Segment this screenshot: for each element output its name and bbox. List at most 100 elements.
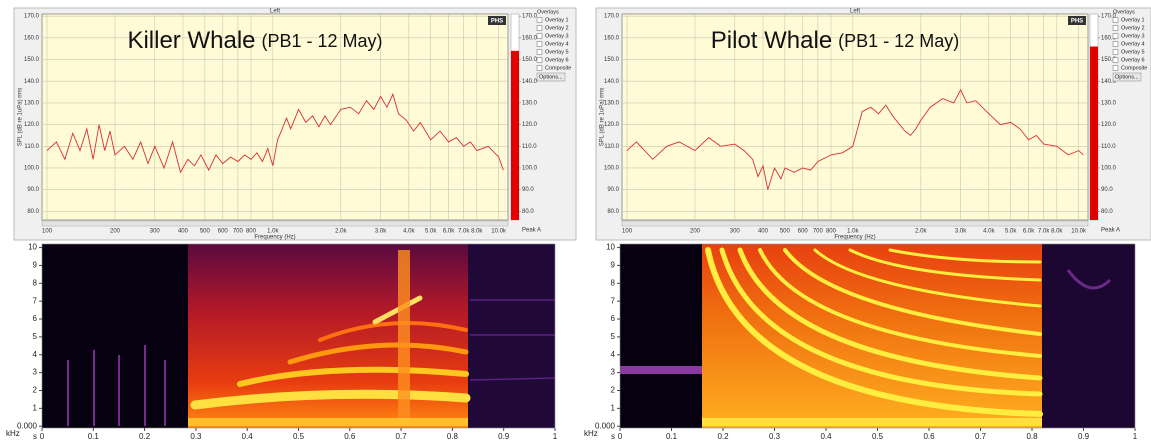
title-sub: (PB1 - 12 May) xyxy=(838,31,959,51)
y-tick-label: 10 xyxy=(606,243,615,252)
options-button[interactable] xyxy=(1112,72,1142,82)
legend-item: Overlay 5 xyxy=(545,49,569,55)
sg-floor xyxy=(702,418,1042,426)
y2-tick-label: 170.0 xyxy=(522,14,538,20)
x-tick-label: 0.8 xyxy=(1026,432,1038,441)
legend-checkbox[interactable] xyxy=(1112,17,1119,23)
y-tick-label: 6 xyxy=(33,314,38,323)
legend-checkbox[interactable] xyxy=(536,41,543,47)
x-tick-label: 1 xyxy=(553,432,558,441)
x-tick-label: 0.3 xyxy=(190,432,202,441)
y2-tick-label: 130.0 xyxy=(1101,100,1117,106)
x-axis-label: Frequency (Hz) xyxy=(834,235,875,241)
x-tick-label: 200 xyxy=(110,229,121,235)
legend-checkbox[interactable] xyxy=(536,25,543,31)
x-tick-label: 5.0k xyxy=(425,229,437,235)
sg-tail xyxy=(1066,269,1112,290)
x-tick-label: 400 xyxy=(178,229,189,235)
legend-checkbox[interactable] xyxy=(536,65,543,71)
y-tick-label: 8 xyxy=(611,278,616,287)
badge-box xyxy=(1068,16,1086,25)
y-tick-label: 0.000 xyxy=(595,421,616,430)
title-main: Pilot Whale xyxy=(711,27,832,54)
chart-title: Killer Whale (PB1 - 12 May) xyxy=(127,27,382,54)
x-tick-label: 0 xyxy=(40,432,45,441)
y-tick-label: 4 xyxy=(611,350,616,359)
legend-item: Overlay 2 xyxy=(545,25,569,31)
x-tick-label: 500 xyxy=(780,229,791,235)
y-tick-label: 10 xyxy=(28,243,37,252)
x-tick-label: 0.4 xyxy=(242,432,254,441)
legend-title: Overlays xyxy=(537,9,559,15)
badge: PHS xyxy=(1071,19,1083,25)
x-tick-label: 4.0k xyxy=(983,229,995,235)
x-tick-label: 0.6 xyxy=(344,432,356,441)
legend-item: Overlay 5 xyxy=(1121,49,1145,55)
sg-harmonics xyxy=(705,247,1043,417)
y2-tick-label: 100.0 xyxy=(1101,166,1117,172)
y-tick-label: 1 xyxy=(33,403,38,412)
x-tick-label: 8.0k xyxy=(1051,229,1063,235)
legend-checkbox[interactable] xyxy=(1112,41,1119,47)
legend-checkbox[interactable] xyxy=(1112,57,1119,63)
y2-tick-label: 140.0 xyxy=(522,79,538,85)
y-tick-label: 160.0 xyxy=(604,35,620,41)
sg-tail xyxy=(469,299,556,381)
legend-item: Overlay 3 xyxy=(1121,33,1145,39)
x-tick-label: 200 xyxy=(690,229,701,235)
y-tick-label: 9 xyxy=(33,261,38,270)
x-tick-label: 0.3 xyxy=(769,432,781,441)
x-tick-label: 600 xyxy=(798,229,809,235)
legend-checkbox[interactable] xyxy=(1112,33,1119,39)
x-tick-label: 0.4 xyxy=(820,432,832,441)
options-button[interactable] xyxy=(536,72,566,82)
y-tick-label: 0.000 xyxy=(17,421,38,430)
legend-checkbox[interactable] xyxy=(536,17,543,23)
y-tick-label: 150.0 xyxy=(24,57,40,63)
x-tick-label: 7.0k xyxy=(1038,229,1050,235)
y-tick-label: 80.0 xyxy=(607,209,619,215)
meter-label: Peak A xyxy=(1101,228,1120,234)
y-tick-label: 140.0 xyxy=(24,79,40,85)
legend-item: Overlay 2 xyxy=(1121,25,1145,31)
legend-checkbox[interactable] xyxy=(536,33,543,39)
y-tick-label: 5 xyxy=(33,332,38,341)
y-axis-label: SPL (dB re 1uPa) rms xyxy=(600,88,606,146)
spectrum-line xyxy=(46,92,504,174)
x-tick-label: 6.0k xyxy=(1023,229,1035,235)
x-tick-label: 300 xyxy=(730,229,741,235)
legend-item: Overlay 1 xyxy=(1121,17,1145,23)
x-tick-label: 700 xyxy=(233,229,244,235)
legend-checkbox[interactable] xyxy=(1112,65,1119,71)
x-tick-label: 1 xyxy=(1133,432,1138,441)
legend-item: Overlay 4 xyxy=(1121,41,1145,47)
x-axis-label: s xyxy=(611,432,615,441)
y-tick-label: 5 xyxy=(611,332,616,341)
y-tick-label: 140.0 xyxy=(604,79,620,85)
y2-tick-label: 160.0 xyxy=(1101,35,1117,41)
legend-checkbox[interactable] xyxy=(536,49,543,55)
legend-checkbox[interactable] xyxy=(1112,25,1119,31)
y2-tick-label: 170.0 xyxy=(1101,14,1117,20)
y-tick-label: 1 xyxy=(611,403,616,412)
y2-tick-label: 100.0 xyxy=(522,166,538,172)
legend-checkbox[interactable] xyxy=(1112,49,1119,55)
y-tick-label: 150.0 xyxy=(604,57,620,63)
legend-item: Composite xyxy=(1121,65,1147,71)
x-tick-label: 10.0k xyxy=(1071,229,1087,235)
badge-box xyxy=(488,16,506,25)
y-tick-label: 90.0 xyxy=(27,187,39,193)
y-tick-label: 7 xyxy=(611,296,616,305)
legend-title: Overlays xyxy=(1113,9,1135,15)
x-tick-label: 800 xyxy=(246,229,257,235)
sg-clicks xyxy=(67,345,166,426)
y-tick-label: 3 xyxy=(33,368,38,377)
title-sub: (PB1 - 12 May) xyxy=(262,31,383,51)
legend-checkbox[interactable] xyxy=(536,57,543,63)
x-axis-label: Frequency (Hz) xyxy=(254,235,295,241)
y-tick-label: 80.0 xyxy=(27,209,39,215)
y-tick-label: 120.0 xyxy=(604,122,620,128)
x-tick-label: 500 xyxy=(200,229,211,235)
